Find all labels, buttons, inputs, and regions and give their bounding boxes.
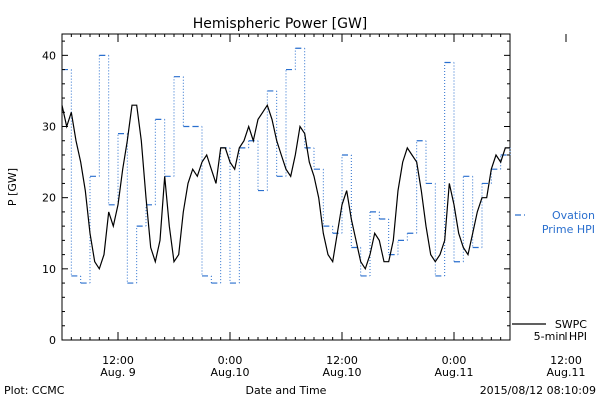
x-tick-label-date: Aug. 9 bbox=[100, 366, 135, 379]
y-tick-label-20: 20 bbox=[42, 192, 56, 205]
y-tick-label-30: 30 bbox=[42, 121, 56, 134]
x-tick-label-date: Aug.10 bbox=[211, 366, 250, 379]
y-axis-label: P [GW] bbox=[6, 168, 19, 206]
y-axis: 0 10 20 30 40 bbox=[42, 40, 510, 347]
y-tick-label-40: 40 bbox=[42, 49, 56, 62]
legend-swpc-line2: 5-min HPI bbox=[534, 330, 587, 343]
chart-title: Hemispheric Power [GW] bbox=[193, 16, 368, 32]
plot-area bbox=[61, 33, 511, 341]
x-tick-label-time: 12:00 bbox=[102, 354, 134, 367]
x-tick-label-date: Aug.10 bbox=[323, 366, 362, 379]
legend-ovation-line1: Ovation bbox=[552, 209, 595, 222]
series-layer bbox=[61, 47, 511, 284]
y-tick-label-0: 0 bbox=[49, 334, 56, 347]
legend-ovation-line2: Prime HPI bbox=[542, 223, 595, 236]
x-axis-label: Date and Time bbox=[246, 384, 327, 397]
x-tick-label-time: 12:00 bbox=[550, 354, 582, 367]
swpc-hpi-line bbox=[61, 103, 510, 271]
footer-timestamp: 2015/08/12 08:10:09 bbox=[480, 384, 596, 397]
y-tick-label-10: 10 bbox=[42, 263, 56, 276]
x-tick-label-time: 0:00 bbox=[442, 354, 467, 367]
footer-source: Plot: CCMC bbox=[4, 384, 65, 397]
x-tick-label-time: 0:00 bbox=[218, 354, 243, 367]
legend-ovation: Ovation Prime HPI bbox=[515, 209, 595, 236]
x-tick-label-date: Aug.11 bbox=[547, 366, 586, 379]
legend-swpc-line1: SWPC bbox=[555, 318, 587, 331]
legend-swpc: SWPC 5-min HPI bbox=[512, 318, 587, 343]
x-tick-label-date: Aug.11 bbox=[435, 366, 474, 379]
x-tick-label-time: 12:00 bbox=[326, 354, 358, 367]
